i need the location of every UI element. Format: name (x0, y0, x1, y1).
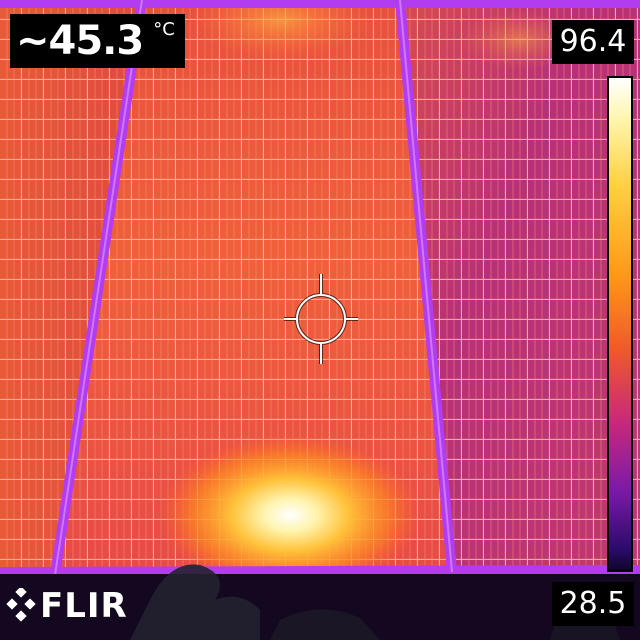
flir-logo: FLIR (6, 586, 128, 626)
temperature-scale-bar (607, 76, 633, 572)
flir-logo-icon (6, 588, 36, 622)
temperature-unit: °C (153, 19, 175, 40)
solar-panel-right (404, 0, 640, 570)
scale-min-label: 28.5 (552, 582, 634, 626)
spot-temperature-value: ~45.3 (16, 18, 144, 64)
solar-panel-left (0, 0, 140, 575)
flir-logo-text: FLIR (40, 586, 128, 626)
crosshair-icon (284, 274, 358, 364)
spot-temperature-readout: ~45.3 °C (10, 14, 185, 68)
scale-max-label: 96.4 (552, 20, 634, 64)
solar-panel-center (58, 0, 450, 595)
